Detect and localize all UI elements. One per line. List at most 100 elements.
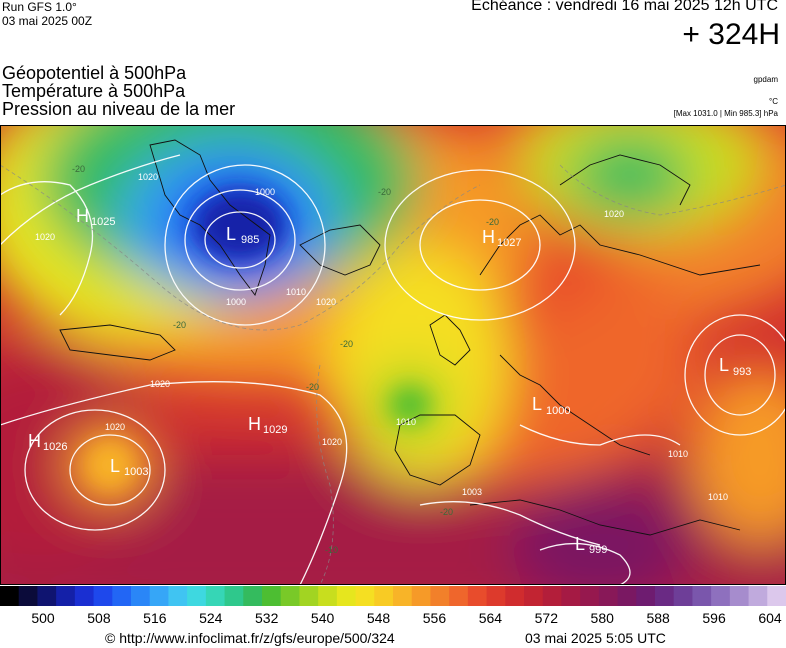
color-swatch	[636, 586, 656, 606]
scale-tick: 532	[255, 610, 279, 626]
color-swatch	[56, 586, 76, 606]
generated-time: 03 mai 2025 5:05 UTC	[525, 630, 666, 646]
isobar-label: 1020	[316, 297, 336, 307]
color-swatch	[617, 586, 637, 606]
pc-value-5: 1027	[497, 237, 521, 249]
scale-tick: 540	[310, 610, 335, 626]
pc-value-3: 1026	[43, 441, 67, 453]
temp-label: -20	[72, 164, 85, 174]
scale-tick: 564	[478, 610, 503, 626]
color-swatch	[187, 586, 207, 606]
temp-label: -20	[173, 320, 186, 330]
isobar-label: 1020	[604, 209, 624, 219]
pc-value-4: 1003	[124, 466, 148, 478]
color-swatch	[430, 586, 450, 606]
temp-label: -20	[340, 339, 353, 349]
scale-tick: 572	[534, 610, 558, 626]
pc-letter-8: L	[575, 534, 585, 554]
pc-value-8: 999	[589, 544, 607, 556]
color-swatch	[149, 586, 170, 606]
color-swatch	[74, 586, 95, 606]
isobar-label: 1020	[150, 379, 170, 389]
title-geopotential: Géopotentiel à 500hPa	[2, 63, 187, 83]
pc-letter-3: H	[28, 431, 41, 451]
color-swatch	[262, 586, 282, 606]
scale-tick: 604	[758, 610, 782, 626]
run-model: Run GFS 1.0°	[2, 0, 77, 14]
pc-letter-5: H	[482, 227, 495, 247]
color-swatch	[393, 586, 413, 606]
scale-tick: 548	[366, 610, 391, 626]
pc-letter-6: L	[719, 355, 729, 375]
pc-value-2: 1029	[263, 424, 287, 436]
isobar-label: 1010	[286, 287, 306, 297]
units-block: gpdam °C [Max 1031.0 | Min 985.3] hPa	[674, 74, 778, 120]
color-swatch	[598, 586, 619, 606]
valid-time: Echéance : vendredi 16 mai 2025 12h UTC	[471, 0, 778, 14]
color-swatch	[449, 586, 469, 606]
color-swatch	[673, 586, 694, 606]
pc-value-0: 1025	[91, 216, 115, 228]
isobar-label: 1020	[322, 437, 342, 447]
title-pressure: Pression au niveau de la mer	[2, 99, 236, 119]
color-swatch	[280, 586, 301, 606]
color-swatch	[561, 586, 581, 606]
isobar-label: 1010	[708, 492, 728, 502]
title-temperature: Température à 500hPa	[2, 81, 186, 101]
unit-geopotential: gpdam	[753, 75, 778, 84]
isobar-label: 1010	[396, 417, 416, 427]
unit-temperature: °C	[769, 97, 778, 106]
pressure-range: [Max 1031.0 | Min 985.3] hPa	[673, 109, 778, 118]
pc-letter-7: L	[532, 394, 542, 414]
color-swatch	[0, 586, 20, 606]
color-swatch	[655, 586, 675, 606]
temp-label: -20	[306, 382, 319, 392]
color-swatch	[467, 586, 488, 606]
scale-tick: 524	[199, 610, 223, 626]
color-swatch	[374, 586, 394, 606]
color-scale-bar	[0, 586, 786, 606]
isobar-label: 1010	[668, 449, 688, 459]
temp-label: -10	[325, 545, 338, 555]
source-url[interactable]: © http://www.infoclimat.fr/z/gfs/europe/…	[105, 630, 395, 646]
forecast-map: H 1025 L 985 H 1029 H 1026 L 1003 H 1027…	[0, 125, 786, 585]
color-swatch	[505, 586, 525, 606]
color-swatch	[580, 586, 600, 606]
pc-letter-0: H	[76, 206, 89, 226]
color-swatch	[729, 586, 750, 606]
color-swatch	[411, 586, 432, 606]
isobar-label: 1003	[462, 487, 482, 497]
run-info: Run GFS 1.0° 03 mai 2025 00Z	[2, 0, 92, 28]
color-swatch	[711, 586, 731, 606]
color-swatch	[767, 586, 786, 606]
color-swatch	[18, 586, 39, 606]
isobar-label: 1020	[105, 422, 125, 432]
temp-label: -20	[486, 217, 499, 227]
color-swatch	[524, 586, 544, 606]
color-swatch	[299, 586, 319, 606]
scale-tick: 500	[31, 610, 55, 626]
color-swatch	[748, 586, 768, 606]
temp-label: -20	[378, 187, 391, 197]
scale-tick: 596	[702, 610, 726, 626]
color-scale-ticks: 500 508 516 524 532 540 548 556 564 572 580 588 596 6…	[0, 610, 786, 628]
scale-tick: 508	[87, 610, 111, 626]
pc-letter-4: L	[110, 456, 120, 476]
color-swatch	[168, 586, 188, 606]
pc-value-7: 1000	[546, 405, 570, 417]
run-date: 03 mai 2025 00Z	[2, 14, 93, 28]
color-swatch	[93, 586, 113, 606]
pc-value-6: 993	[733, 366, 751, 378]
color-swatch	[355, 586, 375, 606]
color-swatch	[205, 586, 226, 606]
color-swatch	[243, 586, 263, 606]
color-swatch	[542, 586, 563, 606]
color-swatch	[336, 586, 357, 606]
temp-label: -20	[440, 507, 453, 517]
scale-tick: 516	[143, 610, 167, 626]
scale-tick: 556	[422, 610, 447, 626]
color-swatch	[692, 586, 712, 606]
color-swatch	[486, 586, 506, 606]
color-swatch	[37, 586, 57, 606]
color-swatch	[131, 586, 151, 606]
